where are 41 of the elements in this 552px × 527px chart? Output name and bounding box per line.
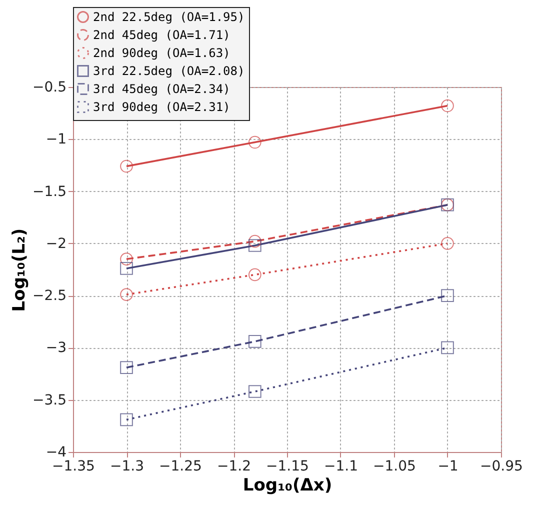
point xyxy=(248,385,262,398)
point xyxy=(441,341,454,354)
point xyxy=(120,262,133,275)
x-tick-label: −1.2 xyxy=(217,458,251,474)
x-tick-label: −1.35 xyxy=(52,458,95,474)
x-tick-label: −0.95 xyxy=(480,458,523,474)
point xyxy=(120,361,133,374)
point xyxy=(120,252,133,266)
x-tick-label: −1.05 xyxy=(373,458,416,474)
y-axis-title: Log₁₀(L₂) xyxy=(10,228,30,312)
y-tick-label: −4 xyxy=(46,444,67,460)
y-tick-label: −1 xyxy=(46,132,66,148)
x-tick-label: −1 xyxy=(438,458,458,474)
point xyxy=(248,268,262,282)
x-tick-label: −1.1 xyxy=(324,458,358,474)
point xyxy=(248,136,262,149)
legend-label: 3rd 45deg (OA=2.34) xyxy=(93,82,230,96)
point xyxy=(441,99,454,112)
point xyxy=(248,239,262,252)
point xyxy=(441,237,454,250)
point xyxy=(441,289,454,302)
x-tick-label: −1.25 xyxy=(159,458,202,474)
legend-label: 2nd 22.5deg (OA=1.95) xyxy=(93,10,245,24)
point xyxy=(120,288,133,301)
x-tick-label: −1.15 xyxy=(266,458,309,474)
y-tick-label: −1.5 xyxy=(32,184,66,200)
y-tick-label: −2.5 xyxy=(32,288,66,304)
x-axis-title: Log₁₀(Δx) xyxy=(242,476,332,496)
point xyxy=(120,413,133,426)
point xyxy=(248,335,262,348)
y-tick-label: −0.5 xyxy=(32,80,66,96)
point xyxy=(248,234,262,248)
y-tick-label: −3.5 xyxy=(32,392,66,408)
point xyxy=(120,160,133,173)
legend-label: 2nd 45deg (OA=1.71) xyxy=(93,28,230,42)
y-tick-label: −3 xyxy=(46,340,66,356)
legend-label: 3rd 90deg (OA=2.31) xyxy=(93,100,230,114)
x-tick-label: −1.3 xyxy=(110,458,144,474)
legend-label: 2nd 90deg (OA=1.63) xyxy=(93,46,230,60)
y-tick-label: −2 xyxy=(46,236,66,252)
legend-label: 3rd 22.5deg (OA=2.08) xyxy=(93,64,245,78)
